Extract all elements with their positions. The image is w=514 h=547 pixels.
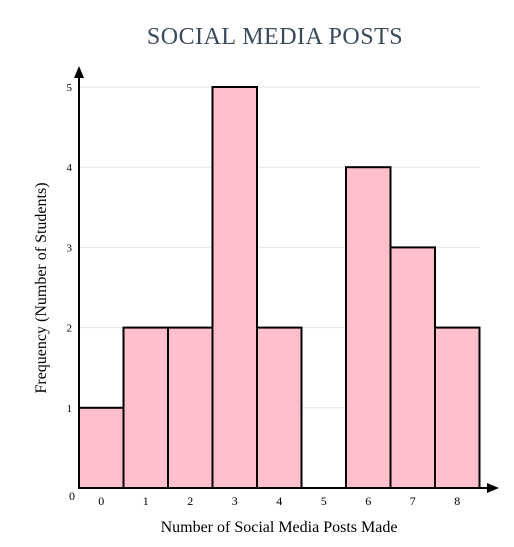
bar-3	[211, 86, 258, 489]
x-axis-label: Number of Social Media Posts Made	[161, 519, 398, 536]
origin-label: 0	[69, 489, 75, 503]
bars	[78, 86, 481, 489]
bar-4	[256, 326, 303, 489]
x-tick-label: 8	[454, 494, 460, 508]
bar-7	[389, 246, 436, 489]
bar-8	[434, 326, 481, 489]
x-tick-label: 2	[187, 494, 193, 508]
x-tick-label: 1	[143, 494, 149, 508]
y-axis-arrow	[74, 66, 84, 78]
y-tick-label: 4	[67, 162, 73, 174]
bar-2	[167, 326, 214, 489]
x-tick-label: 0	[98, 494, 104, 508]
axes	[74, 66, 499, 493]
x-tick-label: 4	[276, 494, 282, 508]
bar-0	[78, 406, 125, 489]
tick-labels: 1 2 3 4 5 0 1 2 3 4 5 6 7 8	[67, 82, 461, 508]
y-tick-label: 3	[67, 242, 73, 254]
x-tick-label: 7	[410, 494, 416, 508]
x-axis-arrow	[487, 483, 499, 493]
bar-6	[345, 166, 392, 489]
x-tick-label: 3	[232, 494, 238, 508]
x-tick-label: 6	[365, 494, 371, 508]
y-tick-label: 5	[67, 82, 73, 94]
chart-title: SOCIAL MEDIA POSTS	[147, 24, 403, 50]
y-tick-label: 1	[67, 403, 73, 415]
y-tick-label: 2	[67, 323, 73, 335]
bar-1	[122, 326, 169, 489]
y-axis-label: Frequency (Number of Students)	[33, 182, 50, 393]
x-tick-label: 5	[321, 494, 327, 508]
